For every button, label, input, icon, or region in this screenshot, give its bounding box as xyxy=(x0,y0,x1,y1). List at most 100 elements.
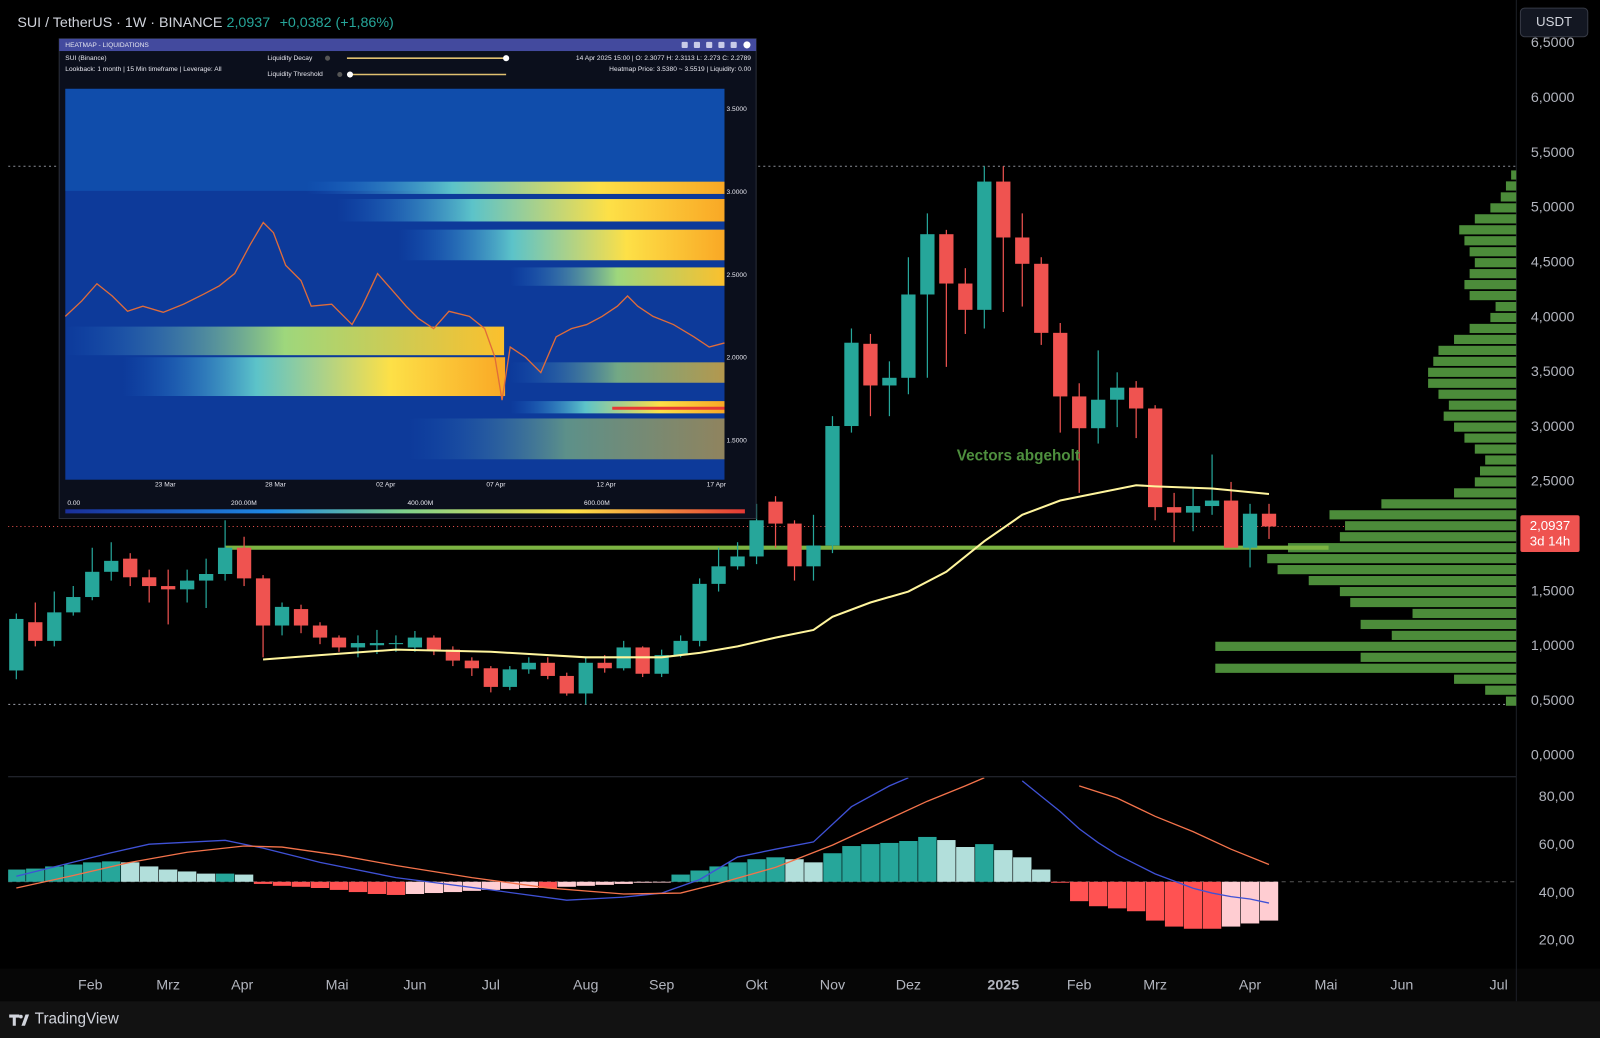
candle-body xyxy=(142,577,157,587)
histogram-bar xyxy=(26,868,45,882)
y-tick-label: 60,00 xyxy=(1539,837,1575,853)
currency-button[interactable] xyxy=(1519,7,1589,38)
currency-label[interactable]: USDT xyxy=(1536,14,1572,29)
candle-body xyxy=(730,556,745,567)
volume-profile-bar xyxy=(1412,608,1517,619)
volume-profile-bar xyxy=(1495,301,1517,312)
volume-profile-bar xyxy=(1459,225,1517,235)
histogram-bar xyxy=(253,881,273,884)
x-tick-label: Mrz xyxy=(1143,978,1167,994)
candle-body xyxy=(806,545,821,567)
slider-knob[interactable] xyxy=(346,71,354,78)
y-tick-label: 5,0000 xyxy=(1531,200,1575,216)
candle-body xyxy=(1204,500,1220,507)
y-tick-label: 3,5000 xyxy=(1531,364,1575,380)
volume-profile-bar xyxy=(1438,345,1517,355)
volume-profile-bar xyxy=(1464,280,1517,290)
histogram-bar xyxy=(1164,881,1184,927)
axes: 0,00000,50001,00001,50002,00002,50003,00… xyxy=(78,35,1580,994)
heatmap-y-label: 3.5000 xyxy=(727,106,748,113)
heatmap-x-label: 23 Mar xyxy=(155,482,176,489)
histogram-bar xyxy=(576,881,595,886)
y-tick-label: 3,0000 xyxy=(1531,419,1575,435)
slider-knob[interactable] xyxy=(503,55,510,62)
candle-body xyxy=(901,294,916,378)
heatmap-band xyxy=(122,357,506,397)
inset-hover: Heatmap Price: 3.5380 ~ 3.5519 | Liquidi… xyxy=(609,66,751,73)
candle-body xyxy=(768,501,783,524)
histogram-bar xyxy=(443,881,463,893)
volume-profile-bar xyxy=(1490,203,1517,213)
heatmap-band xyxy=(306,181,725,194)
heatmap-band xyxy=(336,199,725,222)
candle-body xyxy=(85,571,100,598)
heatmap-x-label: 28 Mar xyxy=(265,482,286,489)
y-tick-label: 1,0000 xyxy=(1531,638,1575,654)
volume-profile-bar xyxy=(1474,258,1517,268)
candle-body xyxy=(1053,332,1068,397)
histogram-bar xyxy=(158,869,178,882)
histogram-bar xyxy=(804,862,823,882)
histogram-bar xyxy=(291,881,311,887)
histogram-bar xyxy=(709,866,728,882)
histogram-bar xyxy=(956,847,975,882)
volume-profile-bar xyxy=(1443,411,1517,421)
heatmap-band xyxy=(510,267,725,286)
x-tick-label: Jul xyxy=(1490,978,1508,994)
candle-body xyxy=(9,618,24,671)
histogram-bar xyxy=(310,881,330,888)
heatmap-inset: HEATMAP - LIQUIDATIONS SUI (Binance) Loo… xyxy=(58,38,757,519)
histogram-bar xyxy=(1183,881,1203,929)
volume-profile-bar xyxy=(1350,597,1517,608)
candle-body xyxy=(711,566,726,584)
volume-profile-bar xyxy=(1454,334,1517,345)
volume-profile-bar xyxy=(1277,565,1517,575)
annotation: Vectors abgeholt xyxy=(957,447,1080,464)
candle-body xyxy=(104,560,119,572)
window-button[interactable] xyxy=(730,41,737,48)
candle-body xyxy=(996,181,1011,238)
moving-average xyxy=(262,484,1270,661)
histogram-bar xyxy=(1145,881,1165,921)
window-button[interactable] xyxy=(706,41,713,48)
heatmap-x-label: 12 Apr xyxy=(597,482,617,489)
histogram-bar xyxy=(367,881,387,894)
x-tick-label: Apr xyxy=(1239,978,1261,994)
histogram-bar xyxy=(747,859,766,882)
candle-body xyxy=(236,547,252,579)
candle-body xyxy=(1034,263,1049,333)
window-button[interactable] xyxy=(718,41,725,48)
volume-profile-bar xyxy=(1464,236,1517,246)
histogram-bar xyxy=(177,871,197,882)
window-button[interactable] xyxy=(693,41,700,48)
candle-body xyxy=(1261,513,1277,527)
volume-profile-bar xyxy=(1360,652,1517,662)
indicator-plot xyxy=(8,777,1517,929)
heatmap-band xyxy=(65,88,725,191)
volume-profile-bar xyxy=(1469,323,1517,334)
volume-profile-bar xyxy=(1454,422,1517,432)
price-tag xyxy=(1520,515,1580,552)
symbol-title: SUI / TetherUS · 1W · BINANCE xyxy=(17,15,222,31)
heatmap-y-label: 1.5000 xyxy=(727,438,748,445)
candle-body xyxy=(1091,399,1106,429)
candle-body xyxy=(540,662,555,676)
histogram-bar xyxy=(462,881,482,891)
volume-profile-bar xyxy=(1479,466,1517,476)
inset-window-buttons xyxy=(681,41,751,49)
candle-body xyxy=(502,669,517,687)
close-button[interactable] xyxy=(743,41,751,49)
histogram-bar xyxy=(1259,881,1279,921)
window-button[interactable] xyxy=(681,41,688,48)
candle-body xyxy=(1223,500,1239,548)
histogram-bar xyxy=(196,873,216,882)
y-tick-label: 40,00 xyxy=(1539,885,1575,901)
histogram-bar xyxy=(937,840,956,882)
indicator-line xyxy=(16,777,1270,895)
y-tick-label: 6,5000 xyxy=(1531,35,1575,51)
histogram-bar xyxy=(1126,881,1146,912)
volume-profile-bar xyxy=(1454,488,1517,498)
volume-profile-bar xyxy=(1438,389,1517,399)
